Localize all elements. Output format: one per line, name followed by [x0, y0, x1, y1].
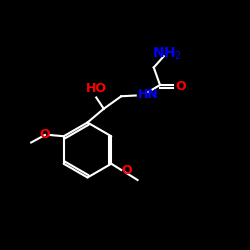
Text: HO: HO: [86, 82, 107, 95]
Text: HN: HN: [138, 88, 158, 101]
Text: O: O: [175, 80, 186, 93]
Text: O: O: [121, 164, 132, 176]
Text: NH$_2$: NH$_2$: [152, 46, 182, 62]
Text: O: O: [39, 128, 50, 141]
